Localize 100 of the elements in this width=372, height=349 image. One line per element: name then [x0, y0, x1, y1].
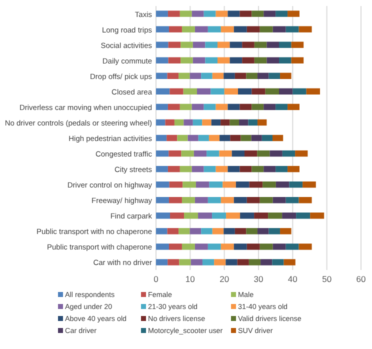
bar — [279, 42, 292, 48]
bar — [242, 42, 254, 48]
bar — [202, 119, 212, 126]
bar — [196, 181, 210, 188]
bar — [180, 57, 193, 64]
bar — [190, 259, 202, 266]
bar — [251, 134, 262, 142]
bar — [228, 104, 240, 110]
bar — [156, 10, 168, 17]
bar — [234, 197, 247, 204]
bar — [279, 88, 293, 95]
bar — [178, 72, 190, 79]
bar — [205, 42, 218, 48]
bar — [216, 10, 228, 17]
bar — [298, 197, 312, 204]
bar — [246, 197, 260, 204]
bar — [194, 197, 208, 204]
bar — [190, 72, 202, 79]
bar — [252, 166, 264, 172]
bar — [192, 119, 202, 126]
bar — [234, 244, 247, 250]
bar — [206, 150, 220, 157]
bar — [212, 72, 224, 79]
bar — [181, 150, 194, 157]
bar — [248, 119, 258, 126]
bar — [236, 181, 250, 188]
x-tick-label: 10 — [185, 274, 196, 284]
bar — [262, 181, 276, 188]
bar — [291, 57, 304, 64]
bar — [194, 26, 208, 32]
bar — [168, 57, 181, 64]
bar — [295, 150, 308, 157]
bar — [286, 197, 299, 204]
bar — [224, 228, 235, 234]
bar — [286, 244, 299, 250]
bar — [291, 42, 304, 48]
bar — [184, 119, 193, 126]
bar — [257, 150, 270, 157]
bar — [168, 150, 182, 157]
bar — [234, 72, 246, 79]
bar — [170, 88, 184, 95]
bar — [212, 212, 226, 219]
bar — [224, 88, 238, 95]
bar — [254, 212, 268, 219]
bar — [246, 26, 260, 32]
bar — [218, 42, 230, 48]
bar — [279, 57, 292, 64]
bar — [184, 212, 198, 219]
bar — [224, 72, 235, 79]
bar — [230, 42, 242, 48]
bar — [156, 259, 168, 266]
bar — [180, 10, 192, 17]
bar — [183, 88, 197, 95]
bar — [198, 134, 209, 142]
bar — [272, 26, 286, 32]
bar — [168, 42, 181, 48]
bar — [240, 10, 252, 17]
bar — [216, 104, 228, 110]
bar — [292, 88, 306, 95]
bar — [194, 150, 207, 157]
bar — [204, 10, 216, 17]
bar — [265, 88, 279, 95]
bar — [220, 244, 234, 250]
bar — [166, 134, 178, 142]
bar — [208, 197, 221, 204]
bar — [257, 119, 267, 126]
x-tick-label: 50 — [322, 274, 332, 284]
bar — [288, 104, 300, 110]
bar — [179, 259, 191, 266]
bar — [310, 212, 324, 219]
bar — [268, 212, 282, 219]
bar — [192, 42, 206, 48]
bar — [156, 166, 168, 172]
bar — [168, 166, 180, 172]
bar — [168, 104, 180, 110]
bar — [167, 228, 179, 234]
bar — [272, 134, 284, 142]
bar — [178, 228, 190, 234]
bar — [182, 244, 195, 250]
bar — [270, 150, 282, 157]
bar — [248, 259, 261, 266]
bar — [282, 212, 296, 219]
bar — [156, 181, 170, 188]
bar — [260, 244, 273, 250]
bar — [246, 228, 258, 234]
bar — [156, 119, 166, 126]
bar — [252, 104, 264, 110]
bar — [182, 181, 196, 188]
bar — [194, 244, 208, 250]
bar — [168, 259, 180, 266]
bar — [156, 104, 168, 110]
bar — [198, 212, 212, 219]
bar — [222, 181, 236, 188]
bar — [286, 26, 299, 32]
bar — [168, 26, 182, 32]
bar — [192, 57, 206, 64]
bar — [298, 26, 312, 32]
bar — [232, 150, 244, 157]
bar — [246, 72, 258, 79]
bar — [284, 259, 296, 266]
